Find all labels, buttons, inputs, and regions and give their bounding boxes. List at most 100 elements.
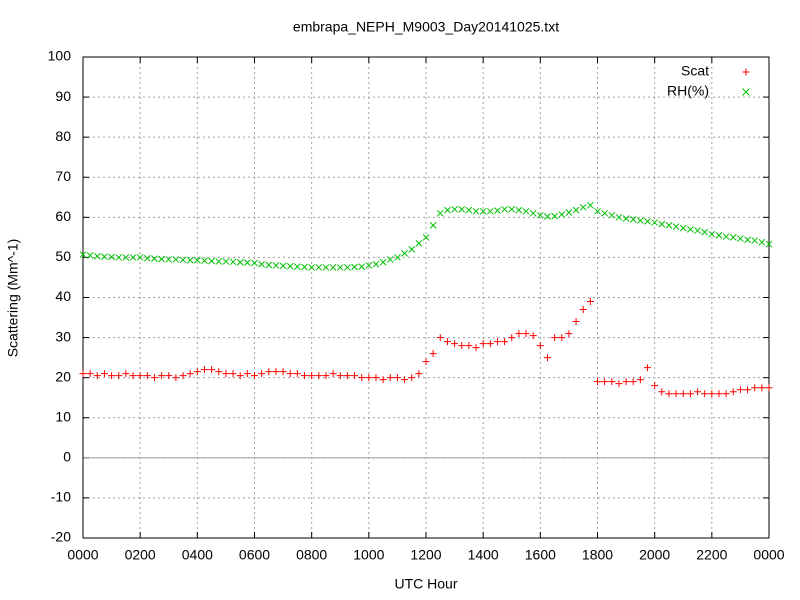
data-point: [751, 237, 759, 244]
data-point: [322, 372, 330, 380]
data-point: [236, 372, 244, 380]
data-point: [486, 340, 494, 348]
x-tick-label: 1800: [582, 547, 613, 563]
data-point: [79, 370, 87, 378]
data-point: [572, 206, 580, 214]
data-point: [543, 354, 551, 362]
data-point: [615, 380, 623, 388]
data-point: [301, 263, 308, 271]
data-point: [587, 201, 594, 209]
data-point: [329, 370, 337, 378]
data-point: [744, 236, 751, 244]
data-point: [115, 254, 123, 261]
plot-frame: [82, 56, 770, 539]
data-point: [529, 209, 537, 217]
data-point: [522, 207, 530, 215]
data-point: [651, 219, 659, 226]
data-point: [129, 254, 137, 261]
data-point: [315, 264, 323, 271]
data-point: [637, 217, 644, 224]
data-point: [158, 372, 166, 380]
data-point: [565, 330, 573, 338]
data-point: [658, 388, 666, 396]
x-tick-label: 1600: [525, 547, 556, 563]
data-point: [365, 374, 373, 382]
data-point: [215, 368, 223, 376]
data-point: [694, 227, 701, 234]
data-point: [765, 384, 773, 392]
data-point: [551, 334, 559, 342]
data-point: [222, 370, 230, 378]
x-tick-label: 1000: [353, 547, 384, 563]
data-point: [308, 372, 316, 380]
data-point: [372, 374, 380, 382]
data-point: [393, 374, 401, 382]
legend-label: RH(%): [667, 83, 709, 99]
x-tick-label: 0000: [67, 547, 98, 563]
x-tick-label: 0000: [753, 547, 784, 563]
data-point: [444, 206, 451, 214]
y-tick-label: 20: [55, 368, 71, 384]
data-point: [136, 254, 144, 261]
chart-title: embrapa_NEPH_M9003_Day20141025.txt: [293, 19, 559, 35]
data-point: [251, 372, 258, 380]
data-point: [686, 390, 694, 398]
data-point: [358, 374, 366, 382]
data-point: [401, 376, 409, 384]
data-point: [508, 205, 516, 213]
data-point: [472, 344, 480, 352]
data-point: [486, 207, 494, 215]
y-tick-label: 60: [55, 208, 71, 224]
data-point: [594, 207, 601, 215]
data-point: [358, 263, 366, 270]
data-point: [150, 374, 158, 382]
data-point: [565, 209, 573, 216]
data-point: [715, 390, 723, 398]
data-point: [522, 330, 530, 338]
data-point: [251, 259, 258, 267]
data-point: [679, 390, 687, 398]
data-point: [308, 264, 316, 271]
data-point: [272, 262, 280, 269]
data-point: [186, 370, 194, 378]
data-point: [708, 230, 716, 238]
y-tick-label: 40: [55, 288, 71, 304]
data-point: [672, 390, 680, 398]
x-tick-label: 0600: [239, 547, 270, 563]
data-point: [701, 390, 709, 398]
data-point: [451, 205, 458, 213]
data-point: [636, 376, 644, 384]
data-point: [100, 370, 108, 378]
data-point: [665, 221, 673, 229]
data-point: [644, 217, 651, 225]
data-point: [351, 372, 359, 380]
data-point: [536, 342, 544, 350]
data-point: [744, 386, 752, 394]
data-point: [536, 211, 544, 219]
data-point: [586, 298, 594, 306]
x-tick-label: 0400: [182, 547, 213, 563]
legend-marker: [742, 88, 750, 96]
data-point: [415, 370, 423, 378]
data-point: [208, 366, 216, 374]
data-point: [165, 372, 173, 380]
data-point: [151, 255, 158, 262]
data-point: [594, 378, 601, 386]
data-point: [279, 262, 287, 270]
data-point: [322, 264, 330, 271]
data-point: [386, 374, 394, 382]
data-point: [294, 263, 301, 270]
data-point: [143, 254, 151, 262]
data-point: [101, 253, 108, 260]
data-point: [558, 334, 566, 342]
data-point: [494, 207, 501, 214]
data-point: [408, 374, 416, 382]
data-point: [622, 378, 630, 386]
data-point: [622, 215, 630, 222]
data-point: [551, 212, 558, 220]
data-point: [436, 209, 444, 217]
data-point: [179, 372, 187, 380]
data-point: [515, 330, 523, 338]
data-point: [601, 209, 608, 217]
data-point: [422, 234, 430, 241]
